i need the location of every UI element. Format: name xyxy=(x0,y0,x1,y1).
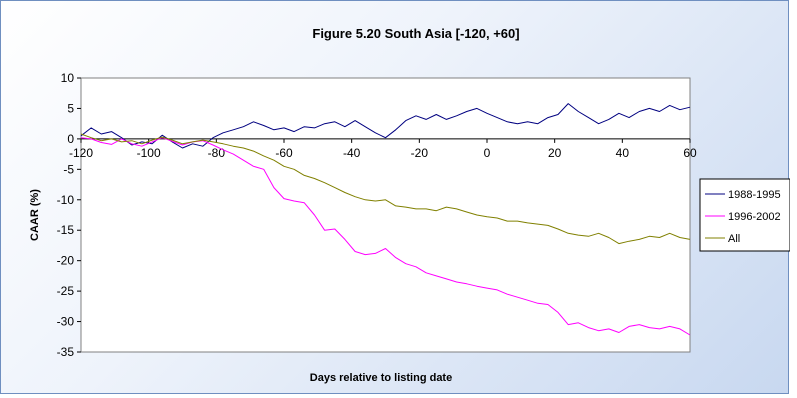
legend-label-2: 1996-2002 xyxy=(728,211,781,223)
y-axis-title: CAAR (%) xyxy=(29,189,41,241)
y-tick-label: -25 xyxy=(57,284,75,298)
y-tick-label: 0 xyxy=(67,132,74,146)
x-tick-label: -80 xyxy=(208,146,226,160)
y-tick-label: 5 xyxy=(67,101,74,115)
x-axis: -120 -100 -80 -60 -40 -20 0 20 40 60 xyxy=(69,138,697,160)
legend: 1988-1995 1996-2002 All xyxy=(699,178,790,252)
y-tick-label: -5 xyxy=(63,162,74,176)
legend-label-1: 1988-1995 xyxy=(728,189,781,201)
legend-label-3: All xyxy=(728,233,740,245)
series-lines xyxy=(80,103,691,336)
legend-items: 1988-1995 1996-2002 All xyxy=(705,189,781,245)
x-tick-label: -20 xyxy=(411,146,429,160)
chart-title: Figure 5.20 South Asia [-120, +60] xyxy=(312,26,519,41)
x-tick-label: -100 xyxy=(137,146,161,160)
x-axis-title: Days relative to listing date xyxy=(310,372,452,384)
series-line-2 xyxy=(80,137,691,336)
plot-area xyxy=(80,77,691,353)
y-tick-label: -20 xyxy=(57,254,75,268)
x-tick-label: -40 xyxy=(343,146,361,160)
y-tick-label: -10 xyxy=(57,193,75,207)
y-axis: 10 5 0 -5 -10 -15 -20 -25 -30 -35 xyxy=(57,71,81,359)
x-tick-label: 60 xyxy=(683,146,697,160)
x-tick-label: 40 xyxy=(616,146,630,160)
y-tick-label: -15 xyxy=(57,223,75,237)
series-line-1 xyxy=(80,103,691,149)
y-tick-label: -35 xyxy=(57,345,75,359)
x-tick-label: 0 xyxy=(484,146,491,160)
x-tick-label: -120 xyxy=(69,146,93,160)
x-tick-label: 20 xyxy=(548,146,562,160)
legend-box xyxy=(699,178,790,252)
x-tick-label: -60 xyxy=(275,146,293,160)
y-tick-label: 10 xyxy=(61,71,75,85)
series-line-3 xyxy=(80,133,691,245)
y-tick-label: -30 xyxy=(57,315,75,329)
